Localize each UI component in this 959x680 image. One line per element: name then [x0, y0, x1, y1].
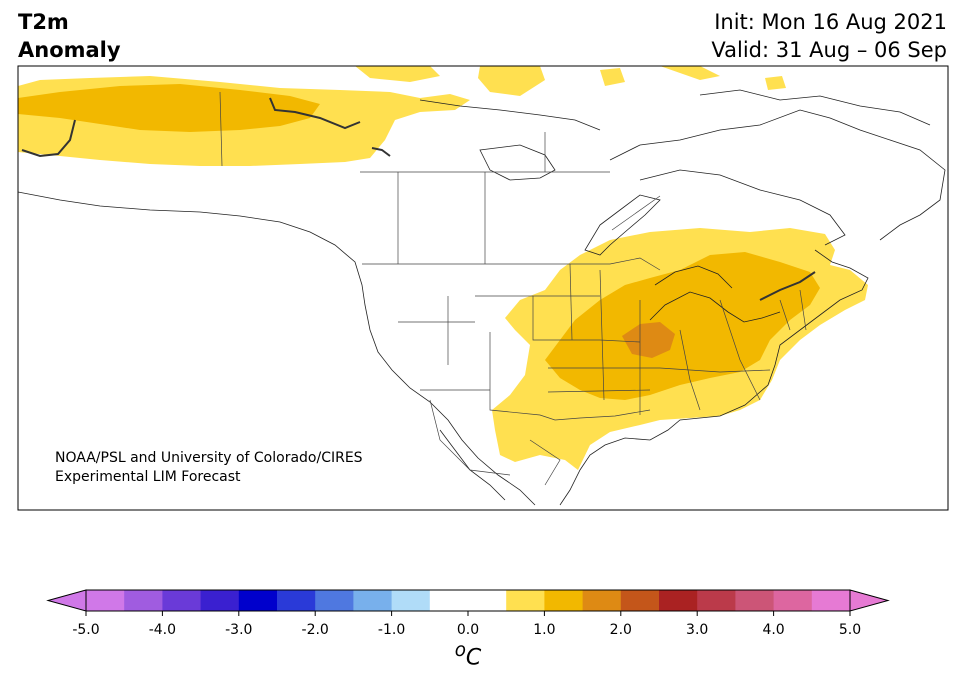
colorbar-tick-label: 3.0 [686, 622, 709, 638]
colorbar-tick-label: -5.0 [72, 622, 100, 638]
colorbar-swatches [46, 589, 890, 612]
colorbar-swatch [315, 590, 354, 611]
colorbar-tick-label: -1.0 [377, 622, 406, 638]
map-frame [17, 65, 949, 511]
anomaly-region-east-2c [622, 322, 675, 358]
colorbar-under-triangle [46, 589, 87, 612]
anomaly-region-arctic-4 [660, 66, 720, 80]
anomaly-region-alaska-1-5c [18, 84, 320, 132]
colorbar-swatch [468, 590, 507, 611]
colorbar-swatch [697, 590, 736, 611]
colorbar-swatch [429, 590, 469, 611]
credit-line-1: NOAA/PSL and University of Colorado/CIRE… [55, 450, 363, 466]
colorbar-swatch [391, 590, 431, 611]
credit-text: NOAA/PSL and University of Colorado/CIRE… [55, 449, 363, 487]
valid-info: Init: Mon 16 Aug 2021 Valid: 31 Aug – 06… [711, 8, 947, 64]
colorbar-swatch [735, 590, 775, 611]
colorbar-swatch [506, 590, 545, 611]
anomaly-map [17, 65, 949, 511]
colorbar-swatch [238, 590, 278, 611]
title-line-2: Anomaly [18, 38, 121, 62]
colorbar-tick-label: 5.0 [838, 622, 862, 638]
init-date: Init: Mon 16 Aug 2021 [714, 10, 947, 34]
political-borders [219, 91, 807, 486]
unit-degree: o [454, 640, 466, 661]
colorbar-swatch [620, 590, 660, 611]
credit-line-2: Experimental LIM Forecast [55, 469, 241, 485]
colorbar-tick-label: 0.0 [456, 622, 480, 638]
colorbar-tick-label: -2.0 [301, 622, 329, 638]
colorbar-swatch [353, 590, 393, 611]
colorbar-ticks [85, 611, 851, 616]
valid-range: Valid: 31 Aug – 06 Sep [711, 38, 947, 62]
colorbar-swatch [582, 590, 622, 611]
colorbar-swatch [773, 590, 813, 611]
unit-label: C [465, 645, 482, 671]
colorbar-swatch [86, 590, 125, 611]
anomaly-region-arctic-5 [765, 76, 786, 90]
anomaly-region-arctic-3 [600, 68, 625, 86]
rivers [21, 97, 816, 301]
colorbar-tick-label: -4.0 [148, 622, 177, 638]
map-title: T2m Anomaly [18, 8, 121, 64]
colorbar-tick-label: 2.0 [609, 622, 632, 638]
title-line-1: T2m [18, 10, 69, 34]
anomaly-region-arctic-1 [355, 66, 440, 82]
colorbar-tick-label: -3.0 [225, 622, 253, 638]
colorbar-swatch [659, 590, 698, 611]
anomaly-region-east-1-5c [545, 252, 820, 400]
colorbar-tick-label: 4.0 [762, 622, 785, 638]
colorbar-tick-label: 1.0 [533, 622, 556, 638]
anomaly-shading [18, 66, 868, 470]
colorbar-swatch [162, 590, 202, 611]
colorbar-swatch [544, 590, 584, 611]
anomaly-region-arctic-2 [478, 66, 545, 96]
colorbar-swatch [124, 590, 163, 611]
coastlines [18, 89, 946, 506]
colorbar-unit: oC [440, 640, 496, 670]
colorbar-swatch [277, 590, 316, 611]
colorbar-swatch [200, 590, 240, 611]
colorbar-border [85, 589, 851, 612]
colorbar-swatch [811, 590, 851, 611]
colorbar-over-triangle [849, 589, 890, 612]
